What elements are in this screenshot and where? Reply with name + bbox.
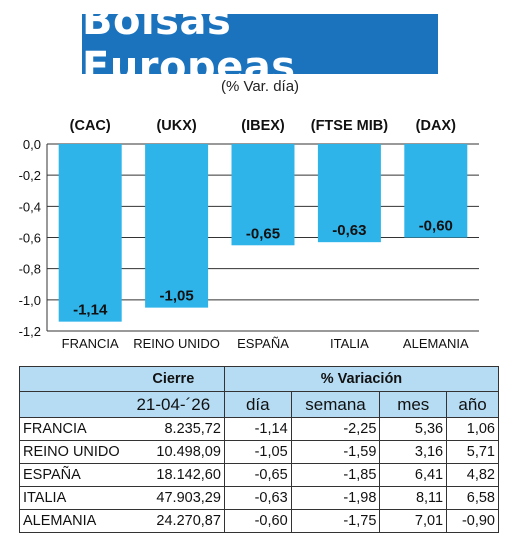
y-tick-label: -0,8 [19,262,41,277]
header-variacion: % Variación [223,366,499,392]
table-row: FRANCIA 8.235,72 -1,14 -2,25 5,36 1,06 [19,417,499,441]
index-label: (CAC) [70,118,111,134]
x-tick-label: REINO UNIDO [133,336,220,351]
cell-dia: -0,65 [223,463,292,487]
cell-anio: -0,90 [446,509,499,533]
cell-cierre: 18.142,60 [122,463,225,487]
cell-cierre: 10.498,09 [122,440,225,464]
cell-mes: 3,16 [379,440,447,464]
cell-semana: -1,85 [290,463,380,487]
x-tick-label: ALEMANIA [403,336,469,351]
index-label: (FTSE MIB) [311,118,388,134]
bar-labels: (CAC) -1,14 FRANCIA (UKX) -1,05 REINO UNIDO (I… [62,118,469,351]
corner-cell [19,366,123,392]
cell-cierre: 8.235,72 [122,417,225,441]
data-label: -1,05 [159,288,193,305]
chart-subtitle: (% Var. día) [220,78,300,95]
y-axis: 0,0 -0,2 -0,4 -0,6 -0,8 -1,0 -1,2 [19,137,48,339]
bars [58,144,468,322]
header-cierre: Cierre [122,366,225,392]
cell-semana: -1,98 [290,486,380,510]
y-tick-label: -0,4 [19,199,41,214]
bar [317,144,381,243]
table-row: ALEMANIA 24.270,87 -0,60 -1,75 7,01 -0,9… [19,509,499,533]
cell-mes: 7,01 [379,509,447,533]
header-mes: mes [379,391,447,418]
corner-cell [19,391,123,418]
y-tick-label: -1,0 [19,293,41,308]
data-label: -0,63 [332,222,366,239]
cell-pais: ESPAÑA [19,463,123,487]
x-tick-label: FRANCIA [62,336,119,351]
cell-pais: FRANCIA [19,417,123,441]
cell-mes: 8,11 [379,486,447,510]
cell-pais: ITALIA [19,486,123,510]
bar [58,144,122,322]
cell-dia: -0,63 [223,486,292,510]
cell-semana: -1,59 [290,440,380,464]
cell-semana: -2,25 [290,417,380,441]
cell-cierre: 47.903,29 [122,486,225,510]
bar [404,144,468,238]
cell-anio: 4,82 [446,463,499,487]
header-fecha: 21-04-´26 [122,391,225,418]
y-tick-label: -1,2 [19,324,41,339]
cell-anio: 5,71 [446,440,499,464]
cell-dia: -1,14 [223,417,292,441]
cell-anio: 1,06 [446,417,499,441]
cell-mes: 6,41 [379,463,447,487]
cell-cierre: 24.270,87 [122,509,225,533]
data-table: Cierre % Variación 21-04-´26 día semana … [19,366,499,533]
cell-pais: REINO UNIDO [19,440,123,464]
cell-mes: 5,36 [379,417,447,441]
x-tick-label: ITALIA [330,336,369,351]
data-label: -1,14 [73,302,108,319]
cell-semana: -1,75 [290,509,380,533]
y-tick-label: 0,0 [23,137,41,152]
bar-chart: 0,0 -0,2 -0,4 -0,6 -0,8 -1,0 -1,2 (CAC) -1,14 FR… [19,118,479,351]
table-row: ESPAÑA 18.142,60 -0,65 -1,85 6,41 4,82 [19,463,499,487]
bar [145,144,209,308]
title-banner: Bolsas Europeas [82,0,438,90]
y-tick-label: -0,2 [19,168,41,183]
cell-pais: ALEMANIA [19,509,123,533]
x-tick-label: ESPAÑA [237,336,289,351]
table-group-header: Cierre % Variación [19,366,499,392]
header-anio: año [446,391,499,418]
table-column-header: 21-04-´26 día semana mes año [19,391,499,418]
index-label: (UKX) [156,118,196,134]
header-dia: día [223,391,292,418]
y-tick-label: -0,6 [19,231,41,246]
cell-anio: 6,58 [446,486,499,510]
cell-dia: -0,60 [223,509,292,533]
data-label: -0,65 [246,225,280,242]
data-label: -0,60 [419,218,453,235]
table-row: ITALIA 47.903,29 -0,63 -1,98 8,11 6,58 [19,486,499,510]
bar [231,144,295,246]
index-label: (IBEX) [241,118,285,134]
index-label: (DAX) [416,118,456,134]
cell-dia: -1,05 [223,440,292,464]
page-title: Bolsas Europeas [82,0,296,90]
header-semana: semana [290,391,380,418]
table-row: REINO UNIDO 10.498,09 -1,05 -1,59 3,16 5… [19,440,499,464]
